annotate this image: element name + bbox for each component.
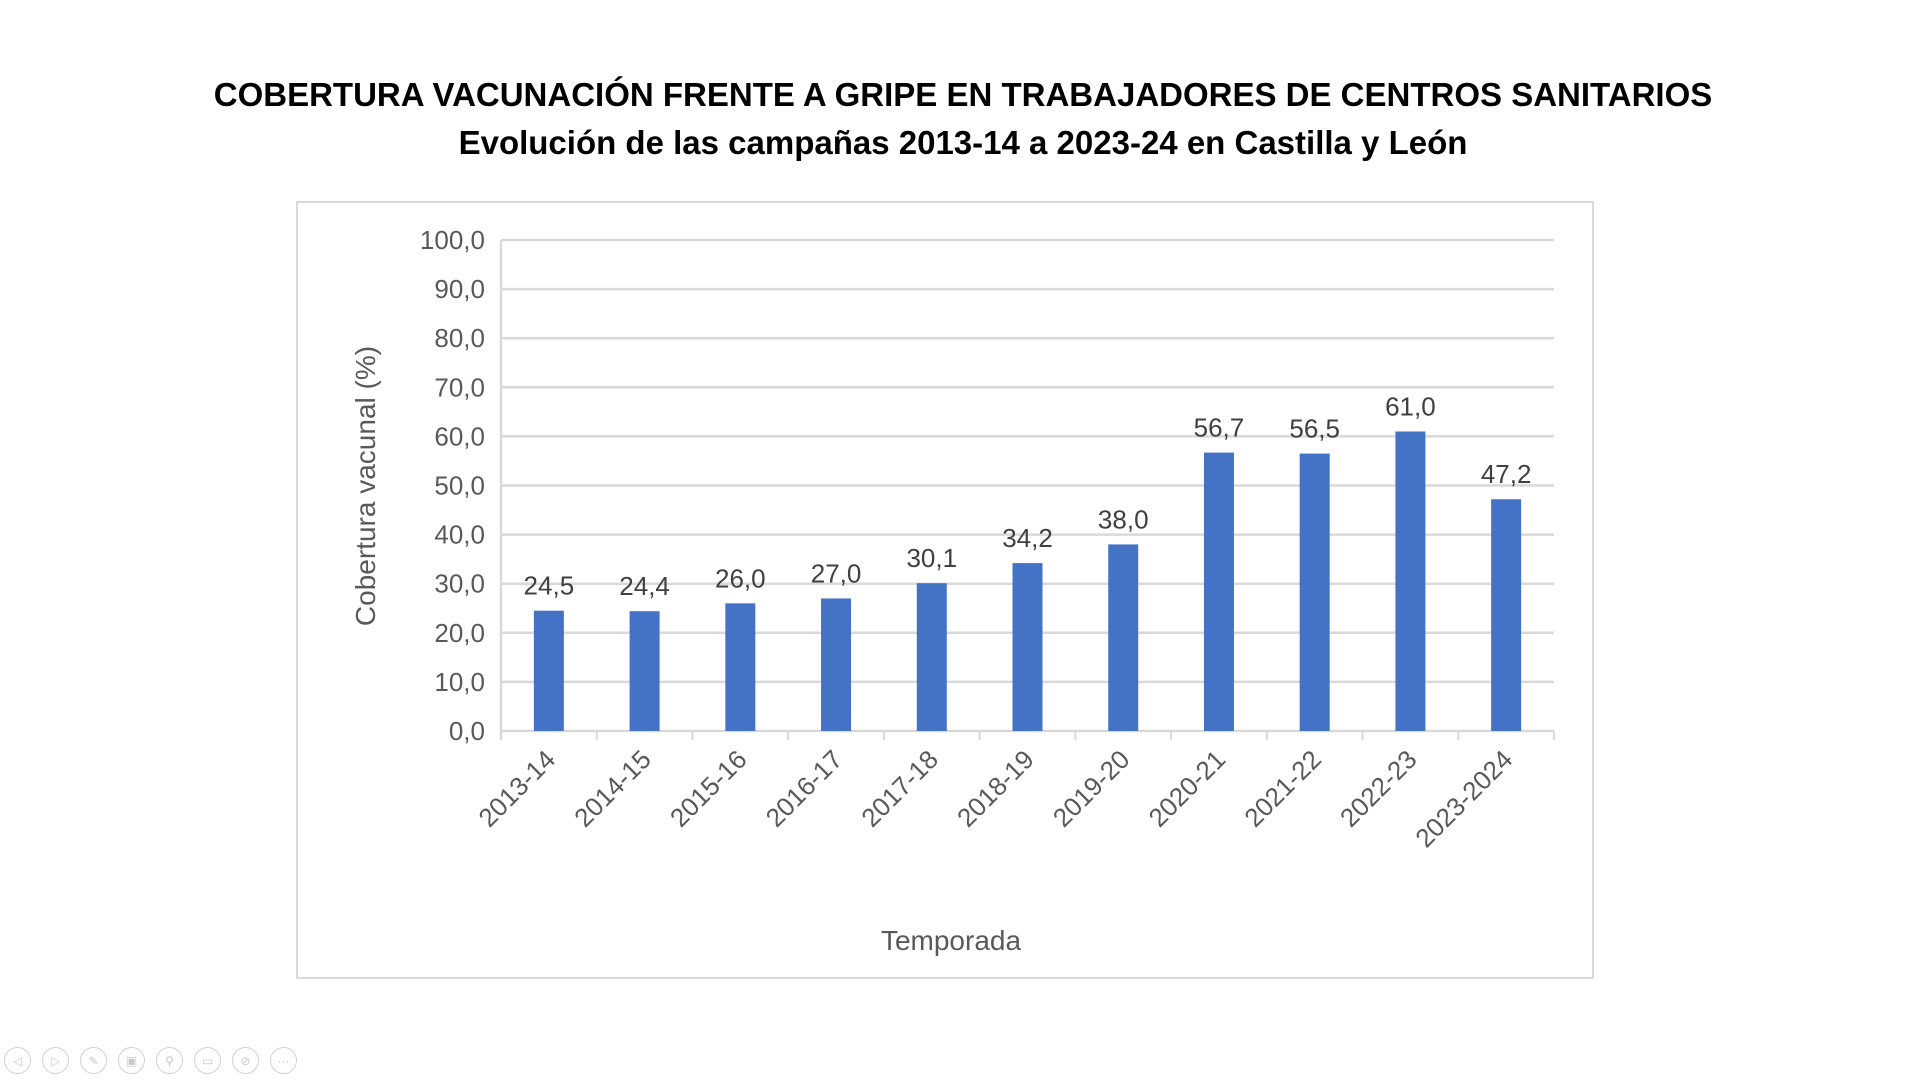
x-tick-label: 2015-16 xyxy=(664,744,753,833)
chart-subtitle: Evolución de las campañas 2013-14 a 2023… xyxy=(458,124,1468,161)
y-tick-label: 10,0 xyxy=(434,667,485,697)
x-tick-label: 2021-22 xyxy=(1238,744,1327,833)
x-tick-label: 2023-2024 xyxy=(1409,744,1518,853)
bar xyxy=(533,610,564,731)
bar xyxy=(1299,453,1330,731)
y-tick-label: 30,0 xyxy=(434,569,485,599)
data-label: 30,1 xyxy=(906,543,957,573)
next-icon[interactable]: ▷ xyxy=(42,1047,69,1074)
y-tick-label: 70,0 xyxy=(434,372,485,402)
bar xyxy=(1108,544,1139,731)
data-label: 61,0 xyxy=(1385,391,1436,421)
data-label: 56,5 xyxy=(1289,414,1340,444)
camera-off-icon[interactable]: ⊘ xyxy=(232,1047,259,1074)
data-label: 27,0 xyxy=(811,558,862,588)
x-tick-label: 2018-19 xyxy=(951,744,1040,833)
y-tick-label: 80,0 xyxy=(434,323,485,353)
slides-icon[interactable]: ▣ xyxy=(118,1047,145,1074)
chart-frame xyxy=(296,201,1594,979)
data-label: 24,4 xyxy=(619,571,670,601)
previous-icon[interactable]: ◁ xyxy=(4,1047,31,1074)
bar xyxy=(1395,431,1426,731)
data-label: 26,0 xyxy=(715,563,766,593)
bar xyxy=(725,603,756,731)
y-tick-label: 50,0 xyxy=(434,471,485,501)
data-label: 24,5 xyxy=(524,571,575,601)
y-tick-label: 40,0 xyxy=(434,520,485,550)
bar xyxy=(1491,499,1522,731)
bar xyxy=(629,611,660,731)
y-tick-label: 60,0 xyxy=(434,421,485,451)
bar xyxy=(916,583,947,731)
x-tick-label: 2014-15 xyxy=(568,744,657,833)
bar xyxy=(821,598,852,731)
x-tick-label: 2017-18 xyxy=(855,744,944,833)
pen-icon[interactable]: ✎ xyxy=(80,1047,107,1074)
more-icon[interactable]: ··· xyxy=(270,1047,297,1074)
y-tick-label: 0,0 xyxy=(449,716,485,746)
x-axis-label: Temporada xyxy=(881,925,1022,956)
chart-title: COBERTURA VACUNACIÓN FRENTE A GRIPE EN T… xyxy=(213,76,1713,113)
data-label: 47,2 xyxy=(1481,459,1532,489)
zoom-icon[interactable]: ⚲ xyxy=(156,1047,183,1074)
x-tick-label: 2020-21 xyxy=(1143,744,1232,833)
data-label: 34,2 xyxy=(1002,523,1053,553)
slideshow-toolbar: ◁ ▷ ✎ ▣ ⚲ ▭ ⊘ ··· xyxy=(4,1047,297,1074)
y-axis-label: Cobertura vacunal (%) xyxy=(350,346,381,626)
x-tick-label: 2016-17 xyxy=(760,744,849,833)
bar xyxy=(1203,452,1234,731)
y-tick-label: 100,0 xyxy=(420,225,485,255)
x-tick-label: 2019-20 xyxy=(1047,744,1136,833)
y-tick-label: 20,0 xyxy=(434,618,485,648)
data-label: 56,7 xyxy=(1194,413,1245,443)
bar xyxy=(1012,563,1043,731)
data-label: 38,0 xyxy=(1098,504,1149,534)
x-tick-label: 2013-14 xyxy=(472,744,561,833)
x-tick-label: 2022-23 xyxy=(1334,744,1423,833)
subtitles-icon[interactable]: ▭ xyxy=(194,1047,221,1074)
y-tick-label: 90,0 xyxy=(434,274,485,304)
